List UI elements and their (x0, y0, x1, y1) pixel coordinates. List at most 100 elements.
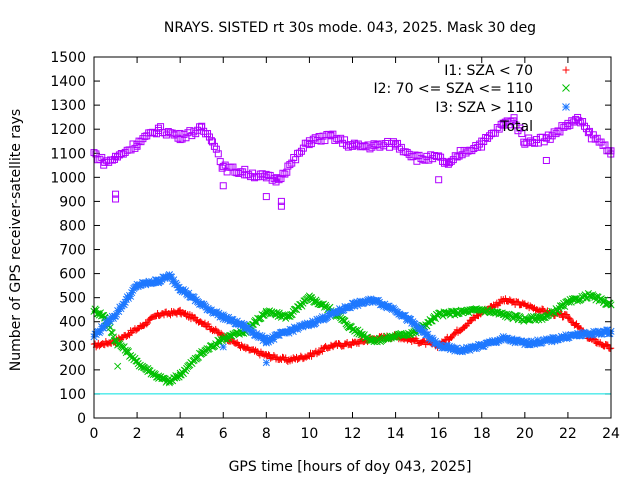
data-point (482, 134, 490, 142)
data-point (333, 135, 341, 143)
data-point (265, 351, 272, 358)
data-point (319, 348, 326, 355)
data-point (101, 322, 109, 330)
data-point (313, 137, 321, 145)
outlier-point (277, 197, 285, 205)
data-point (279, 169, 287, 177)
y-axis-label: Number of GPS receiver-satellite rays (8, 109, 24, 371)
data-point (385, 334, 393, 342)
plot-area (90, 113, 615, 395)
data-point (250, 174, 258, 182)
legend-label-i3: I3: SZA > 110 (435, 100, 533, 116)
y-tick-label: 800 (59, 218, 86, 234)
y-tick-label: 500 (59, 291, 86, 307)
x-tick-label: 6 (219, 426, 228, 442)
legend-marker-0 (562, 66, 570, 74)
data-point (172, 130, 180, 138)
data-point (548, 132, 556, 140)
data-point (133, 142, 141, 150)
data-point (303, 139, 311, 147)
data-point (511, 311, 519, 320)
y-tick-label: 200 (59, 363, 86, 379)
data-point (518, 130, 526, 138)
y-tick-label: 100 (59, 387, 86, 403)
data-point (248, 321, 256, 329)
data-point (273, 174, 281, 182)
data-point (282, 354, 289, 361)
y-tick-label: 300 (59, 339, 86, 355)
data-point (108, 329, 116, 337)
data-point (337, 134, 345, 142)
data-point (536, 133, 544, 141)
data-point (136, 361, 144, 369)
data-point (299, 144, 307, 152)
data-point (317, 137, 325, 145)
legend-label-i1: I1: SZA < 70 (444, 63, 533, 79)
data-point (296, 149, 304, 157)
data-point (213, 341, 221, 349)
data-point (229, 163, 237, 171)
data-point (151, 129, 159, 137)
y-tick-label: 400 (59, 315, 86, 331)
x-tick-label: 16 (430, 426, 448, 442)
data-point (123, 146, 131, 154)
data-point (160, 311, 168, 319)
data-point (355, 340, 363, 347)
data-point (581, 122, 589, 130)
data-point (427, 317, 435, 325)
data-point (384, 137, 392, 145)
outlier-point (435, 176, 443, 184)
y-tick-label: 1300 (50, 98, 86, 114)
data-point (131, 144, 139, 152)
data-point (208, 138, 216, 146)
data-point (181, 367, 190, 375)
data-point (277, 175, 285, 183)
data-point (201, 319, 209, 327)
data-point (554, 127, 562, 135)
data-point (315, 133, 323, 141)
data-point (528, 314, 536, 322)
x-axis-label: GPS time [hours of doy 043, 2025] (229, 459, 472, 475)
data-point (125, 146, 133, 154)
outlier-point (219, 343, 227, 351)
data-point (575, 117, 583, 125)
data-point (275, 176, 283, 184)
data-point (294, 149, 302, 157)
data-point (563, 311, 571, 318)
data-point (127, 352, 135, 360)
outlier-point (262, 359, 270, 367)
data-point (546, 135, 554, 143)
data-point (382, 139, 390, 147)
x-tick-label: 8 (262, 426, 271, 442)
series-3 (90, 113, 615, 186)
data-point (420, 337, 427, 344)
outlier-point (112, 195, 120, 203)
outlier-point (262, 193, 270, 201)
data-point (501, 312, 509, 321)
data-point (135, 137, 143, 145)
legend-marker-2 (562, 103, 570, 111)
data-point (451, 330, 459, 337)
data-point (178, 135, 186, 143)
data-point (587, 135, 595, 143)
x-tick-label: 14 (387, 426, 405, 442)
data-point (515, 298, 522, 305)
data-point (286, 161, 294, 169)
outlier-point (542, 156, 550, 164)
data-point (579, 118, 587, 126)
data-point (421, 156, 429, 164)
data-point (540, 138, 548, 146)
data-point (554, 307, 562, 315)
legend-marker-1 (562, 84, 570, 92)
data-point (143, 321, 150, 328)
data-point (341, 136, 349, 144)
tick-marks (93, 56, 612, 419)
y-tick-label: 700 (59, 243, 86, 259)
series-2 (90, 271, 615, 356)
data-point (140, 322, 147, 330)
data-point (281, 170, 289, 178)
y-tick-label: 900 (59, 194, 86, 210)
data-point (344, 143, 352, 151)
y-tick-label: 1500 (50, 50, 86, 66)
